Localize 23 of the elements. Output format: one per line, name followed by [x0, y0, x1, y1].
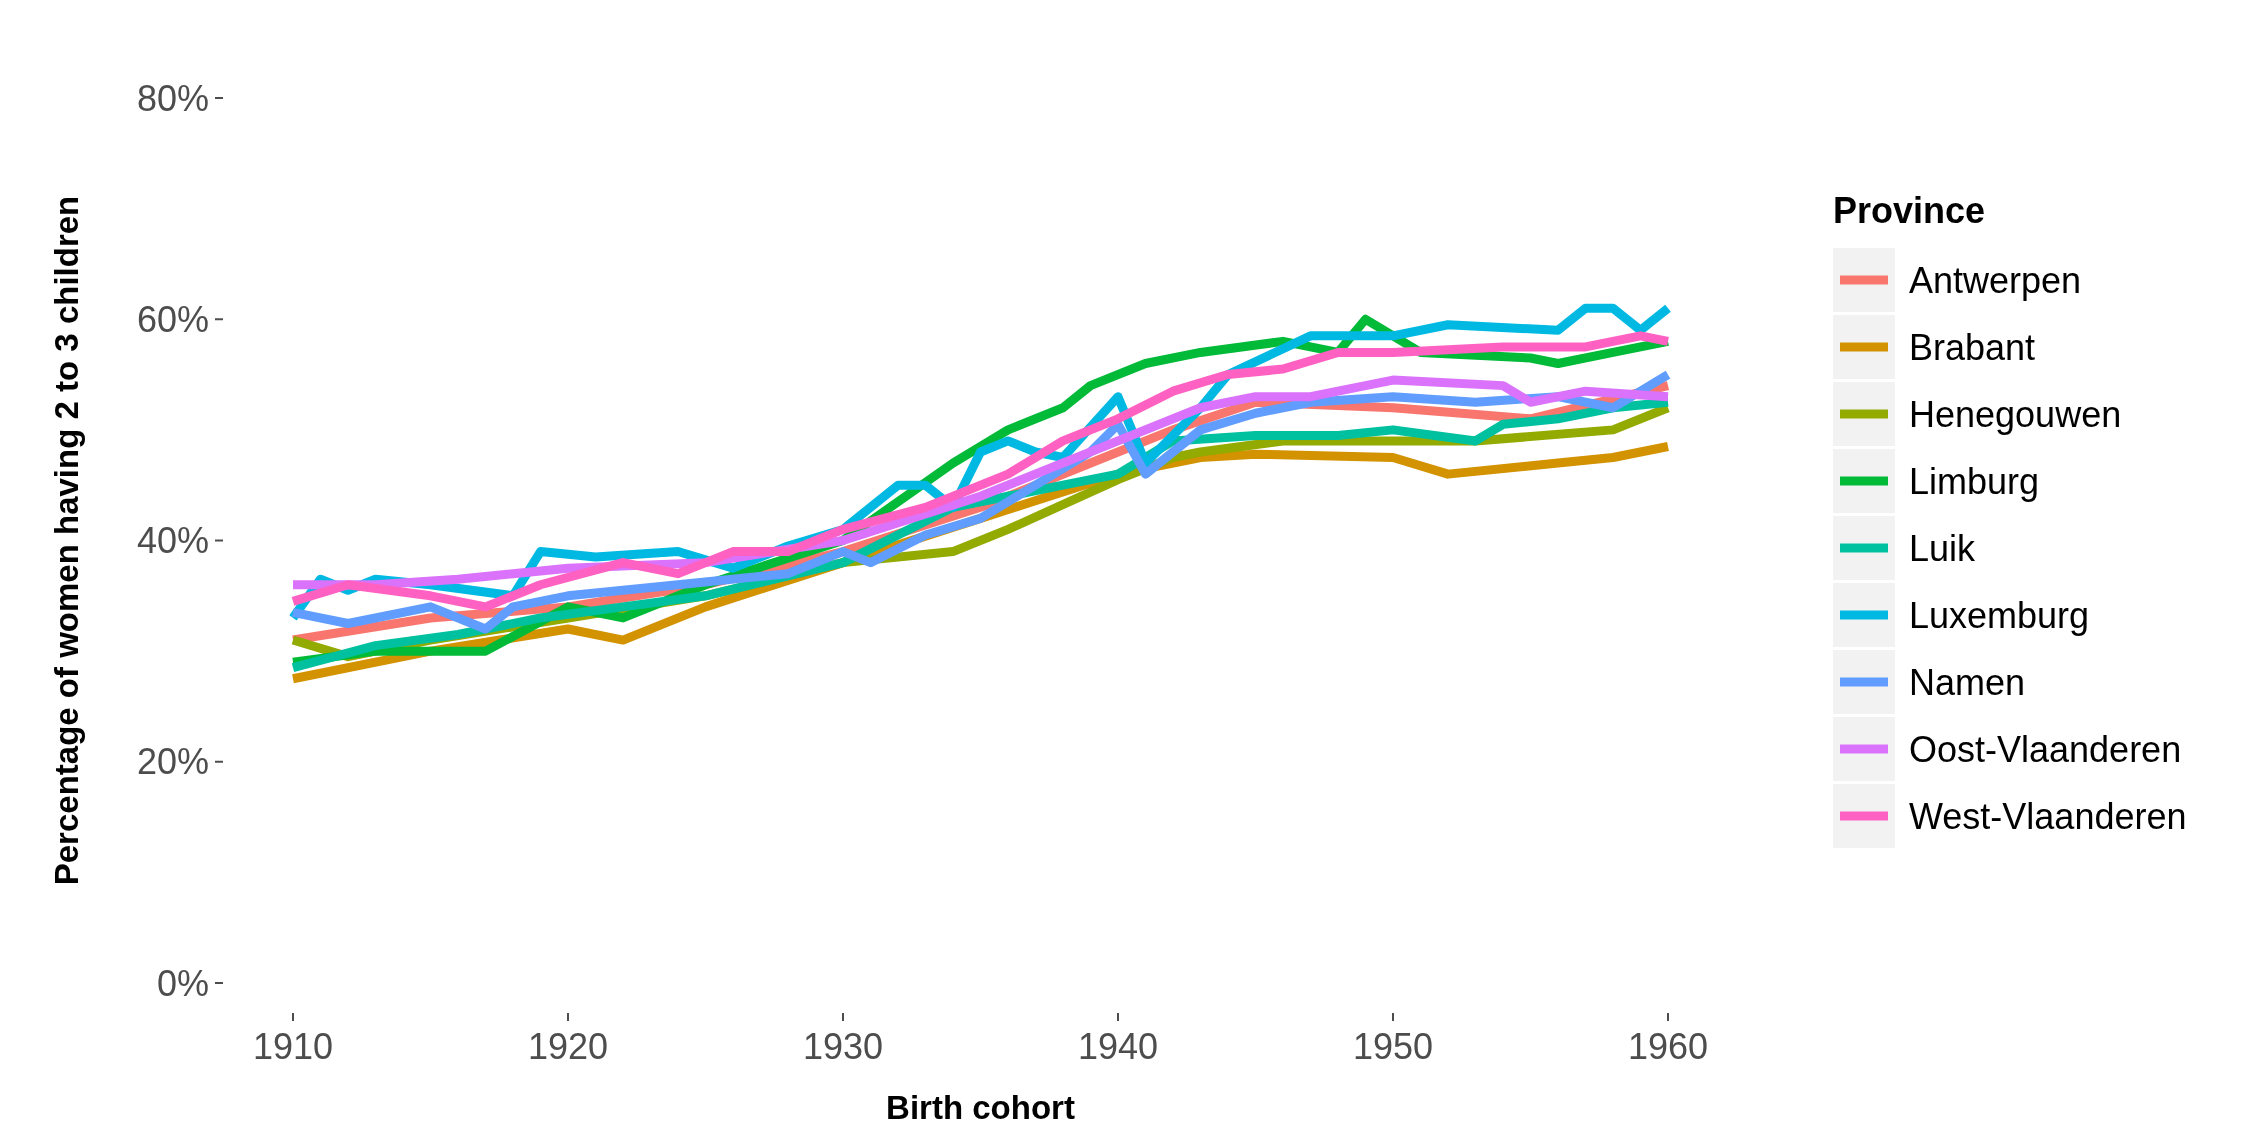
y-axis-title: Percentage of women having 2 to 3 children: [48, 195, 85, 886]
x-axis-title: Birth cohort: [886, 1089, 1075, 1126]
x-tick-label: 1940: [1077, 1026, 1159, 1067]
y-tick-label: 80%: [136, 77, 209, 119]
legend-label: Antwerpen: [1909, 259, 2082, 301]
legend-label: Henegouwen: [1909, 393, 2122, 435]
legend-label: Oost-Vlaanderen: [1909, 728, 2182, 770]
legend-label: Namen: [1909, 661, 2026, 703]
legend-label: Limburg: [1909, 460, 2040, 502]
y-tick-label: 0%: [156, 962, 209, 1004]
legend-label: Luxemburg: [1909, 594, 2090, 636]
y-tick-label: 60%: [136, 298, 209, 340]
x-tick-label: 1910: [252, 1026, 334, 1067]
x-tick-label: 1960: [1627, 1026, 1709, 1067]
legend-label: Luik: [1909, 527, 1977, 569]
x-tick-label: 1950: [1352, 1026, 1434, 1067]
legend-label: West-Vlaanderen: [1909, 795, 2187, 837]
y-tick-label: 40%: [136, 520, 209, 562]
y-tick-label: 20%: [136, 741, 209, 783]
legend-title: Province: [1833, 190, 1986, 231]
legend-label: Brabant: [1909, 326, 2036, 368]
x-tick-label: 1930: [802, 1026, 884, 1067]
x-tick-label: 1920: [527, 1026, 609, 1067]
